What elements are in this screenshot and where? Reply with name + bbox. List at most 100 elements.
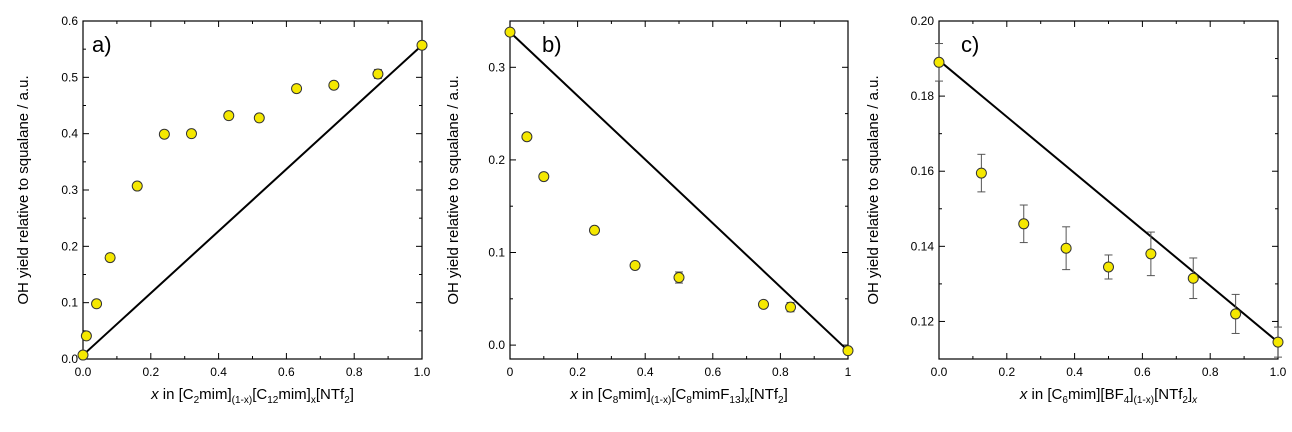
x-axis-label: x in [C2mim](1-x)[C12mim]x[NTf2] xyxy=(150,386,354,406)
panel-label: b) xyxy=(542,32,562,57)
data-marker xyxy=(1230,308,1242,320)
fit-line xyxy=(938,59,1279,343)
data-point xyxy=(416,39,428,51)
data-point xyxy=(758,298,769,310)
x-axis-label-part: [NTf xyxy=(1154,386,1183,403)
x-axis-label-part: (1-x) xyxy=(651,395,672,406)
data-point xyxy=(291,83,303,95)
data-point xyxy=(104,252,116,264)
chart-panel-3: 0.0 0.2 0.4 0.6 0.8 1.0 0.12 0.14 0.16 0.18 0.20 OH… xyxy=(865,14,1287,406)
data-marker xyxy=(253,112,265,124)
x-tick-label: 0.0 xyxy=(75,365,92,379)
data-marker xyxy=(1060,242,1072,254)
data-marker xyxy=(1145,248,1157,260)
data-marker xyxy=(372,68,384,80)
y-tick-label: 0.14 xyxy=(911,239,935,253)
data-point xyxy=(521,131,533,143)
data-marker xyxy=(104,252,116,264)
data-marker xyxy=(80,330,92,342)
x-axis-label-part: in [C xyxy=(1027,386,1062,403)
data-point xyxy=(328,79,340,91)
y-tick-label: 0.6 xyxy=(61,14,78,28)
x-axis-label-part: [NTf xyxy=(750,386,779,403)
plot-frame xyxy=(509,20,849,360)
x-tick-label: 0.2 xyxy=(569,365,586,379)
x-axis-label-part: mimF xyxy=(692,386,730,403)
x-axis-label-part: 8 xyxy=(686,395,692,406)
data-marker xyxy=(158,128,170,140)
x-tick-label: 0.4 xyxy=(637,365,654,379)
data-point xyxy=(1060,226,1072,271)
y-tick-label: 0.0 xyxy=(61,352,78,366)
data-point xyxy=(1018,204,1030,244)
y-tick-label: 0.0 xyxy=(488,338,505,352)
x-axis-label-part: 6 xyxy=(1062,395,1068,406)
x-tick-label: 0.6 xyxy=(704,365,721,379)
x-axis-label-part: ] xyxy=(350,386,354,403)
data-point xyxy=(975,153,987,193)
y-tick-label: 0.4 xyxy=(61,127,78,141)
data-point xyxy=(253,112,265,124)
y-tick-label: 0.20 xyxy=(911,14,935,28)
x-axis-label-part: x xyxy=(311,395,316,406)
x-axis-label-part: mim][BF xyxy=(1068,386,1124,403)
data-point xyxy=(223,110,235,122)
x-tick-label: 0.6 xyxy=(278,365,295,379)
x-tick-label: 1.0 xyxy=(1270,365,1287,379)
x-tick-label: 1 xyxy=(845,365,852,379)
data-point xyxy=(589,224,600,236)
y-tick-label: 0.1 xyxy=(61,296,78,310)
x-axis-label-part: ] xyxy=(741,386,745,403)
data-marker xyxy=(629,259,641,271)
y-tick-label: 0.12 xyxy=(911,314,935,328)
data-marker xyxy=(504,26,516,38)
y-tick-label: 0.5 xyxy=(61,70,78,84)
x-tick-label: 0 xyxy=(507,365,514,379)
x-axis-label-part: 8 xyxy=(613,395,619,406)
x-axis-label-part: x xyxy=(1191,395,1198,406)
data-marker xyxy=(291,83,303,95)
data-marker xyxy=(1272,336,1284,348)
x-axis-label-part: mim] xyxy=(278,386,311,403)
y-axis-label: OH yield relative to squalane / a.u. xyxy=(865,75,882,304)
x-axis-label-part: in [C xyxy=(159,386,194,403)
y-tick-label: 0.1 xyxy=(488,246,505,260)
data-point xyxy=(1230,293,1242,334)
x-axis-label-part: ] xyxy=(1188,386,1192,403)
data-point xyxy=(185,128,197,140)
x-axis-label-part: 4 xyxy=(1124,395,1130,406)
data-marker xyxy=(1187,272,1199,284)
x-axis-label-part: ] xyxy=(1129,386,1133,403)
chart-panel-2: 0 0.2 0.4 0.6 0.8 1 0.0 0.1 0.2 0.3 OH yield relat… xyxy=(445,20,854,406)
x-tick-label: 0.4 xyxy=(210,365,227,379)
data-point xyxy=(629,259,641,271)
x-axis-label: x in [C6mim][BF4](1-x)[NTf2]x xyxy=(1019,386,1198,406)
data-marker xyxy=(933,56,945,68)
x-tick-label: 0.0 xyxy=(931,365,948,379)
x-tick-label: 0.6 xyxy=(1134,365,1151,379)
data-point xyxy=(1103,254,1114,280)
data-point xyxy=(673,271,685,284)
data-marker xyxy=(1103,261,1114,273)
x-axis-label-part: ] xyxy=(784,386,788,403)
data-marker xyxy=(77,349,89,361)
data-marker xyxy=(673,272,685,284)
data-point xyxy=(77,349,89,361)
x-axis-label-var: x xyxy=(150,386,159,403)
x-axis-label-var: x xyxy=(569,386,578,403)
panel-label: c) xyxy=(961,32,979,57)
y-tick-label: 0.16 xyxy=(911,164,935,178)
data-marker xyxy=(1018,218,1030,230)
panel-label: a) xyxy=(92,32,112,57)
data-point xyxy=(158,128,170,140)
x-axis-label: x in [C8mim](1-x)[C8mimF13]x[NTf2] xyxy=(569,386,788,406)
data-point xyxy=(372,68,384,80)
data-marker xyxy=(223,110,235,122)
data-point xyxy=(538,171,550,183)
x-axis-label-part: (1-x) xyxy=(232,395,253,406)
x-tick-label: 0.8 xyxy=(346,365,363,379)
chart-panel-1: 0.0 0.2 0.4 0.6 0.8 1.0 0.0 0.1 0.2 0.3 0.4 0.5 0.6 O… xyxy=(15,14,431,406)
x-axis-label-part: mim] xyxy=(199,386,232,403)
data-point xyxy=(1272,326,1284,358)
